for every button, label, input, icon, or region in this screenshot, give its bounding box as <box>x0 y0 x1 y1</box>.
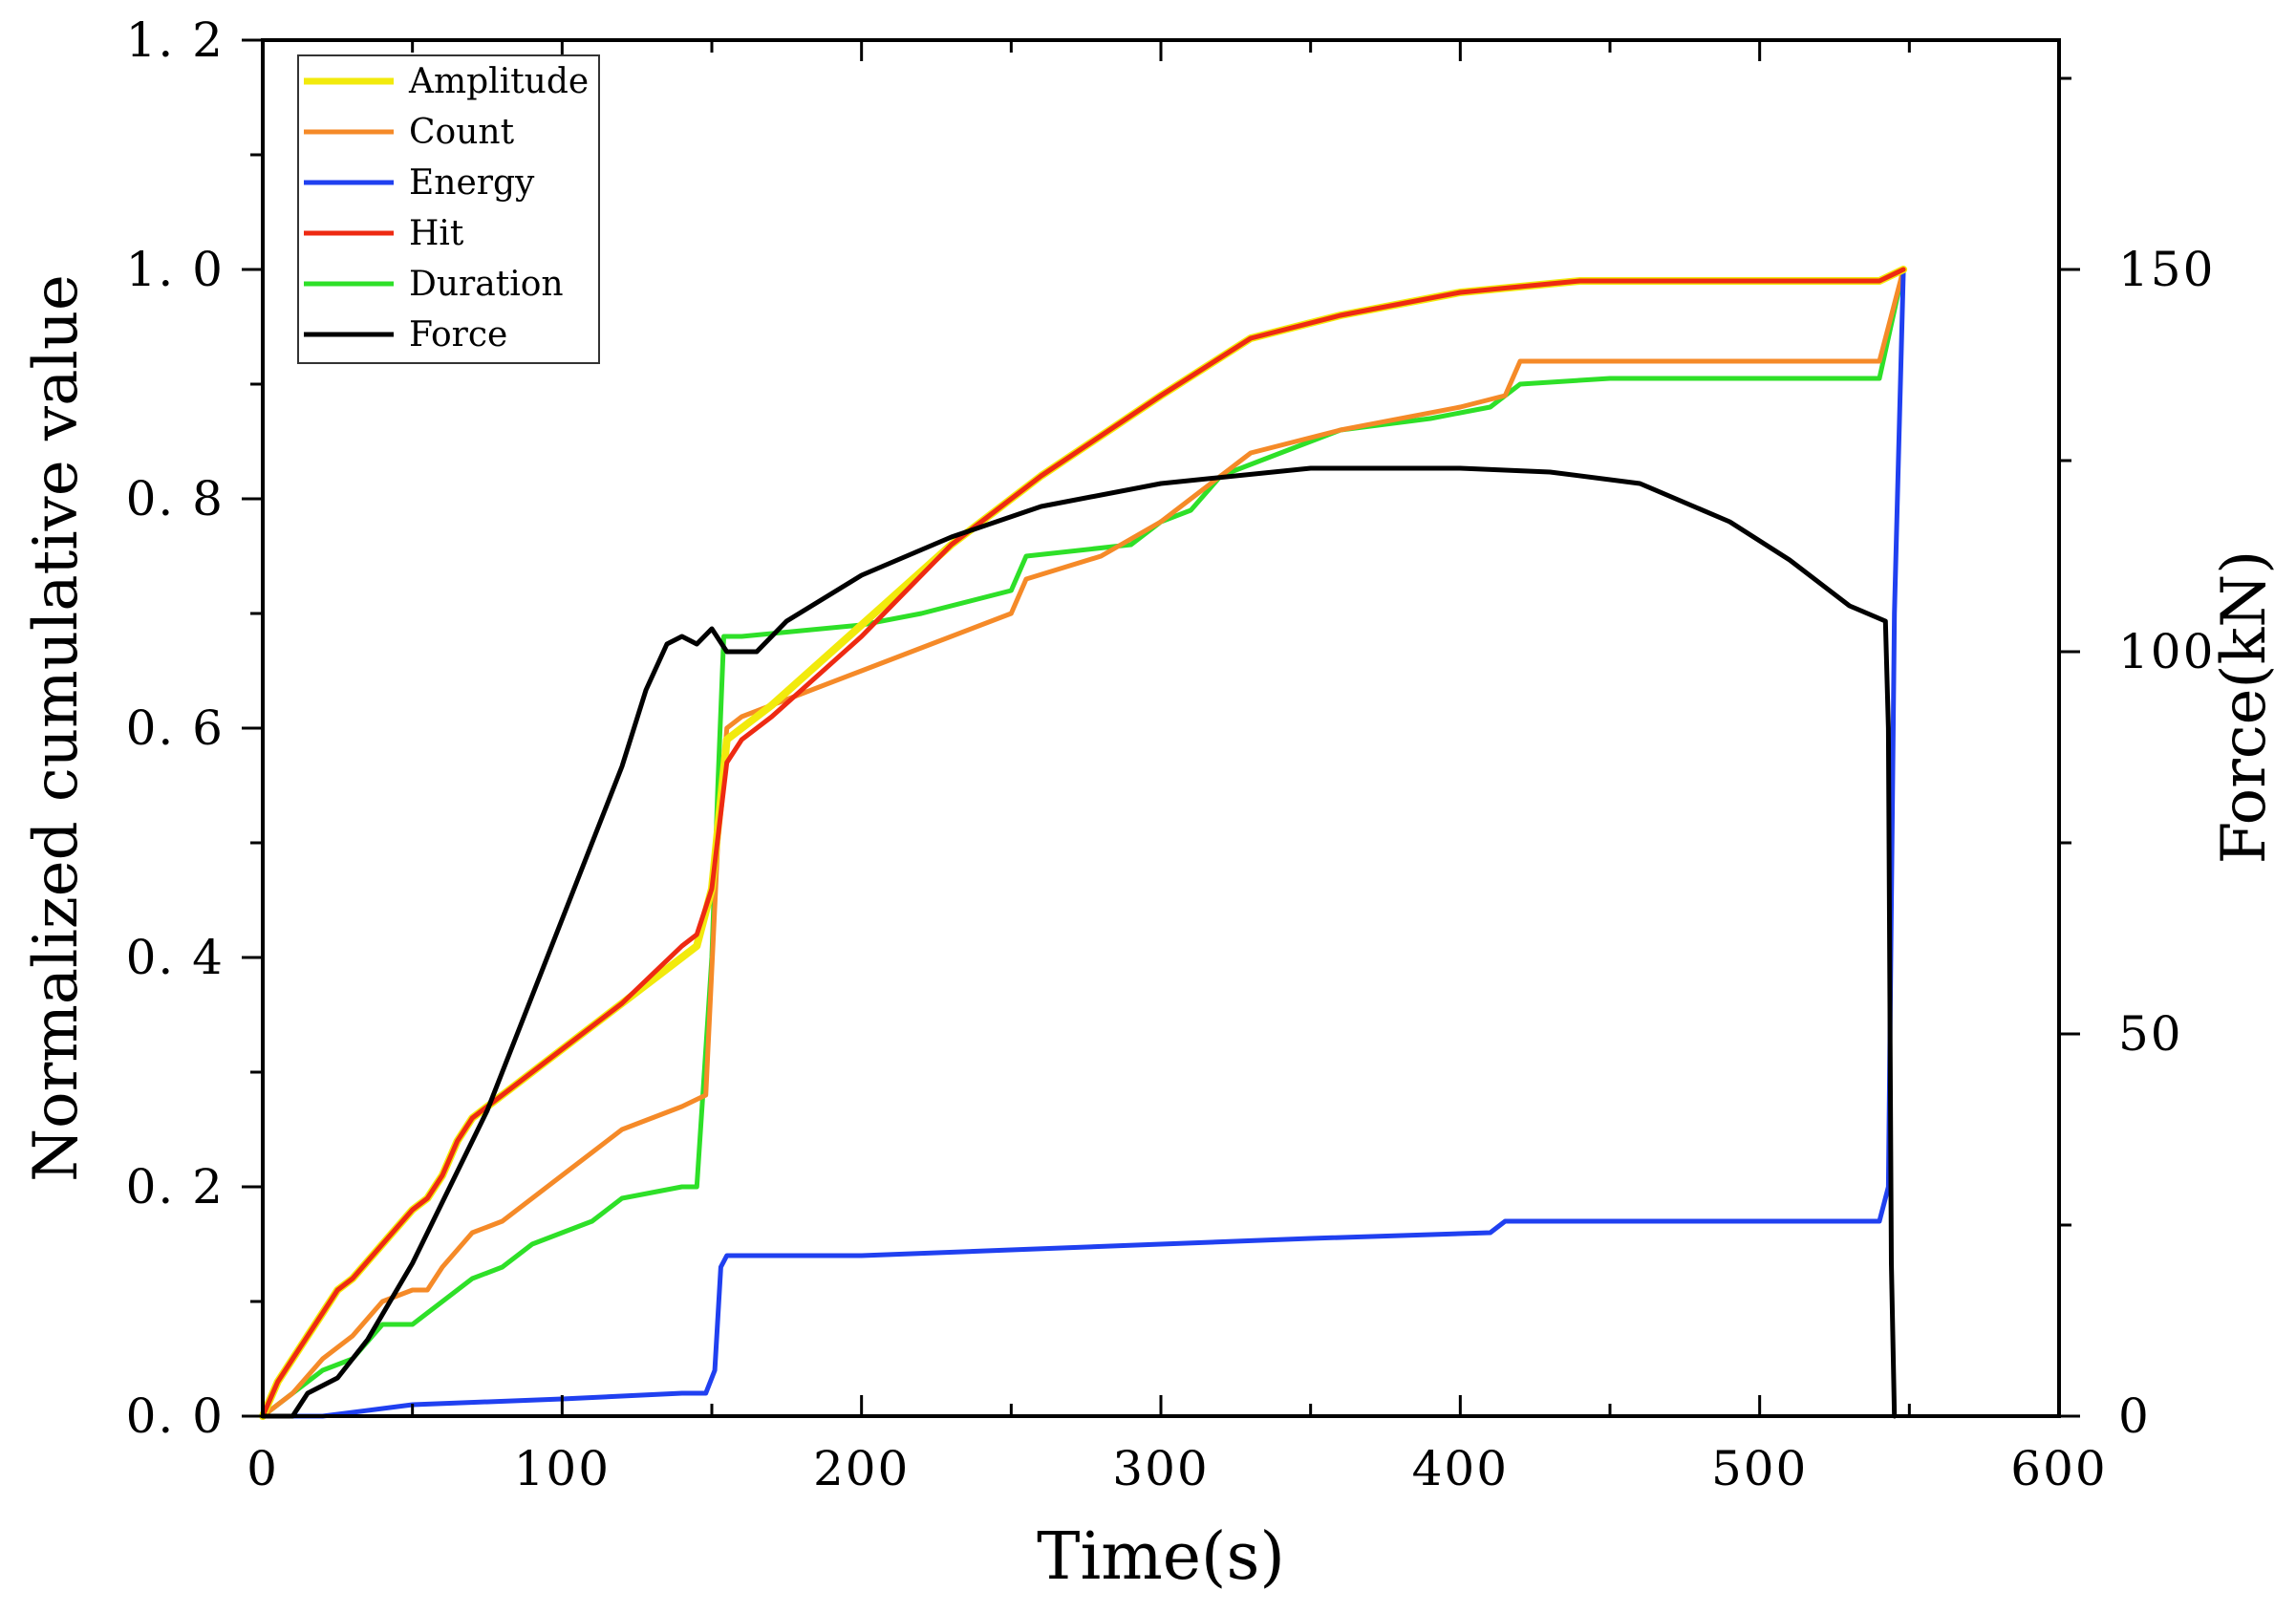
y-tick-label: 1. 0 <box>126 242 225 297</box>
legend-label-amplitude: Amplitude <box>408 62 589 101</box>
y2-tick-label: 150 <box>2118 242 2215 297</box>
y-tick-label: 0. 2 <box>126 1159 225 1215</box>
y-tick-label: 0. 8 <box>126 471 225 527</box>
legend-label-count: Count <box>409 113 515 152</box>
y-tick-label: 1. 2 <box>126 12 225 68</box>
legend-label-hit: Hit <box>409 214 464 253</box>
legend-box <box>297 54 600 364</box>
y-tick-label: 0. 4 <box>126 930 225 985</box>
x-tick-label: 0 <box>247 1441 279 1496</box>
y2-tick-label: 50 <box>2118 1006 2183 1062</box>
series-line-force <box>260 465 1898 1419</box>
x-axis-title: Time(s) <box>1037 1519 1285 1595</box>
x-tick-label: 200 <box>813 1441 910 1496</box>
y2-tick-label: 100 <box>2118 624 2215 679</box>
x-tick-label: 600 <box>2010 1441 2107 1496</box>
y-tick-label: 0. 0 <box>126 1388 225 1444</box>
y2-axis-title: Force(kN) <box>2209 550 2280 864</box>
x-tick-label: 100 <box>514 1441 611 1496</box>
legend-label-force: Force <box>409 315 507 355</box>
y-tick-label: 0. 6 <box>126 700 225 756</box>
series-line-count <box>260 267 1906 1419</box>
x-tick-label: 500 <box>1711 1441 1808 1496</box>
series-line-energy <box>260 267 1906 1419</box>
y2-tick-label: 0 <box>2118 1388 2151 1444</box>
series-layer <box>259 266 1908 1420</box>
legend-label-energy: Energy <box>409 163 535 203</box>
legend: Amplitude Count Energy Hit Duration Force <box>297 54 600 364</box>
legend-label-duration: Duration <box>409 265 564 304</box>
series-line-amplitude <box>259 266 1908 1420</box>
y-axis-title: Normalized cumulative value <box>21 274 92 1182</box>
series-line-duration <box>260 267 1906 1419</box>
x-tick-label: 400 <box>1412 1441 1509 1496</box>
x-tick-label: 300 <box>1112 1441 1209 1496</box>
series-line-hit <box>260 267 1906 1419</box>
